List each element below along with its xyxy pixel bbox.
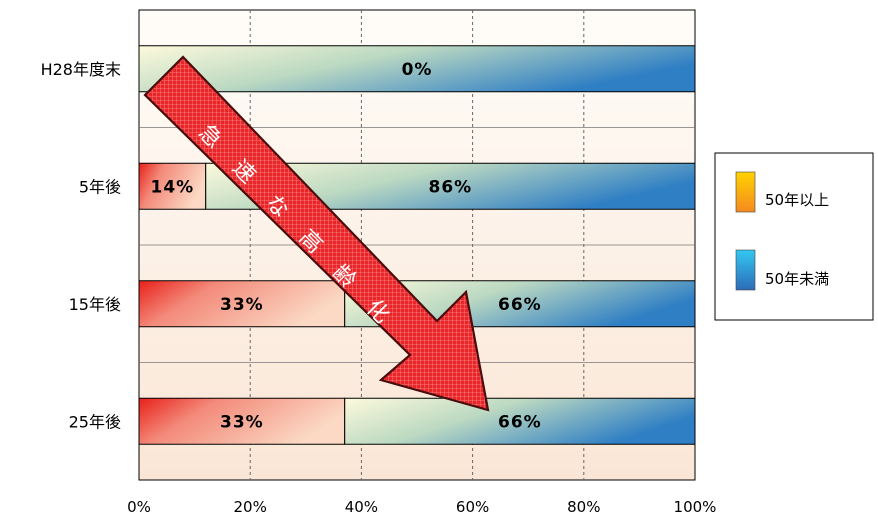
x-tick-label: 40% (345, 498, 378, 516)
data-label: 86% (429, 177, 473, 197)
legend-label-under-50: 50年未満 (765, 270, 829, 288)
x-tick-label: 100% (674, 498, 717, 516)
data-label: 66% (498, 295, 542, 315)
category-label: 15年後 (69, 295, 121, 314)
category-label: 5年後 (79, 177, 121, 196)
data-label: 66% (498, 412, 542, 432)
data-label: 33% (220, 412, 264, 432)
category-label: 25年後 (69, 412, 121, 431)
legend-swatch-under-50 (735, 249, 756, 291)
data-label: 14% (151, 177, 195, 197)
category-labels: H28年度末 5年後 15年後 25年後 (41, 60, 121, 432)
x-tick-labels: 0% 20% 40% 60% 80% 100% (127, 498, 716, 516)
bar-fifty-over (138, 280, 346, 328)
trend-arrow-shape (143, 55, 490, 412)
data-label: 0% (402, 60, 433, 80)
legend-label-50-over: 50年以上 (765, 191, 829, 209)
legend-swatch-50-over (735, 171, 756, 213)
x-tick-label: 20% (234, 498, 267, 516)
bar-under-fifty (344, 397, 696, 445)
category-label: H28年度末 (41, 60, 121, 79)
legend: 50年以上 50年未満 (714, 152, 874, 321)
bar-under-fifty (138, 45, 696, 93)
x-tick-label: 80% (567, 498, 600, 516)
x-tick-label: 0% (127, 498, 151, 516)
data-label: 33% (220, 295, 264, 315)
x-tick-label: 60% (456, 498, 489, 516)
data-labels: 0% 14% 86% 33% 66% 33% 66% (151, 60, 542, 433)
bar-fifty-over (138, 162, 207, 210)
